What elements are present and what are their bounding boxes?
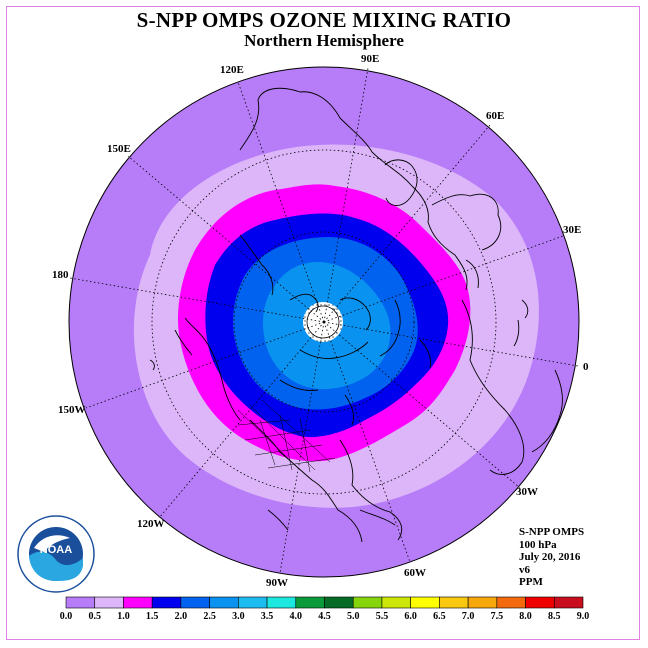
colorbar-tick-label: 1.5 bbox=[146, 611, 159, 622]
coastlines bbox=[149, 87, 563, 543]
meridian-150E bbox=[127, 155, 325, 323]
colorbar-swatch bbox=[209, 596, 239, 609]
colorbar-swatch bbox=[439, 596, 469, 609]
meridian-120E bbox=[237, 81, 325, 323]
lon-label-150W: 150W bbox=[58, 404, 86, 416]
parallel-60N bbox=[233, 231, 415, 413]
colorbar-tick-label: 0.5 bbox=[88, 611, 101, 622]
us-state-borders bbox=[237, 399, 336, 473]
meridian-180 bbox=[69, 277, 325, 323]
lon-label-180: 180 bbox=[52, 269, 69, 281]
colorbar: 0.0 0.5 1.0 1.5 2.0 2.5 3.0 3.5 4.0 4.5 5.0 5.5 6.0 6… bbox=[60, 596, 590, 622]
lon-label-0: 0 bbox=[583, 361, 589, 373]
colorbar-tick-label: 6.5 bbox=[433, 611, 446, 622]
meridian-90E bbox=[323, 67, 369, 323]
colorbar-swatch bbox=[151, 596, 182, 609]
info-instrument: S-NPP OMPS bbox=[519, 526, 585, 538]
colorbar-swatch bbox=[496, 596, 526, 609]
colorbar-tick-label: 6.0 bbox=[404, 611, 417, 622]
meridian-0 bbox=[323, 321, 579, 367]
lon-label-60W: 60W bbox=[404, 567, 426, 579]
colorbar-swatch bbox=[352, 596, 383, 609]
meridian-60W bbox=[323, 321, 411, 563]
parallel-30N bbox=[151, 149, 497, 495]
colorbar-tick-label: 2.0 bbox=[175, 611, 188, 622]
colorbar-swatch bbox=[381, 596, 411, 609]
colorbar-swatch bbox=[238, 596, 268, 609]
colorbar-tick-label: 7.5 bbox=[491, 611, 504, 622]
meridian-30W bbox=[323, 321, 521, 489]
colorbar-tick-label: 3.0 bbox=[232, 611, 245, 622]
colorbar-tick-label: 9.0 bbox=[577, 611, 590, 622]
colorbar-tick-label: 4.0 bbox=[290, 611, 303, 622]
map-outline bbox=[68, 66, 580, 578]
lon-label-120W: 120W bbox=[137, 518, 165, 530]
info-date: July 20, 2016 bbox=[519, 551, 581, 563]
lon-label-90E: 90E bbox=[361, 53, 379, 65]
noaa-logo: NOAA bbox=[17, 515, 95, 593]
colorbar-swatch bbox=[553, 596, 584, 609]
map-title: S-NPP OMPS OZONE MIXING RATIO bbox=[136, 8, 512, 32]
longitude-labels: 90E 60E 30E 0 30W 60W 90W 120W 150W 180 … bbox=[52, 53, 589, 589]
colorbar-swatch bbox=[467, 596, 498, 609]
colorbar-tick-label: 8.5 bbox=[548, 611, 561, 622]
lon-label-60E: 60E bbox=[486, 110, 504, 122]
colorbar-tick-label: 1.0 bbox=[117, 611, 130, 622]
meridian-120W bbox=[158, 321, 325, 519]
colorbar-tick-label: 4.5 bbox=[318, 611, 331, 622]
lon-label-120E: 120E bbox=[220, 64, 244, 76]
info-panel: S-NPP OMPS 100 hPa July 20, 2016 v6 PPM bbox=[519, 526, 584, 589]
colorbar-tick-label: 2.5 bbox=[203, 611, 216, 622]
info-level: 100 hPa bbox=[519, 538, 557, 551]
colorbar-swatch bbox=[123, 596, 153, 609]
colorbar-swatch bbox=[94, 596, 124, 609]
figure-frame bbox=[6, 6, 640, 640]
colorbar-tick-label: 3.5 bbox=[261, 611, 274, 622]
lon-label-30E: 30E bbox=[563, 224, 581, 236]
colorbar-tick-label: 8.0 bbox=[519, 611, 532, 622]
colorbar-swatch bbox=[266, 596, 297, 609]
meridian-60E bbox=[323, 124, 491, 323]
info-version: v6 bbox=[519, 563, 530, 576]
lon-label-90W: 90W bbox=[266, 577, 288, 589]
graticule bbox=[69, 67, 579, 574]
colorbar-tick-label: 0.0 bbox=[60, 611, 73, 622]
colorbar-swatch bbox=[295, 596, 325, 609]
lon-label-150E: 150E bbox=[107, 143, 131, 155]
meridian-90W bbox=[279, 321, 325, 574]
map-subtitle: Northern Hemisphere bbox=[244, 31, 404, 50]
colorbar-swatch bbox=[65, 596, 96, 609]
colorbar-tick-label: 7.0 bbox=[462, 611, 475, 622]
noaa-logo-text: NOAA bbox=[40, 544, 72, 556]
colorbar-tick-label: 5.0 bbox=[347, 611, 360, 622]
colorbar-swatch bbox=[410, 596, 440, 609]
colorbar-swatch bbox=[180, 596, 210, 609]
colorbar-swatch bbox=[324, 596, 354, 609]
colorbar-swatch bbox=[525, 596, 555, 609]
lon-label-30W: 30W bbox=[516, 486, 538, 498]
info-units: PPM bbox=[519, 576, 543, 588]
colorbar-tick-label: 5.5 bbox=[376, 611, 389, 622]
